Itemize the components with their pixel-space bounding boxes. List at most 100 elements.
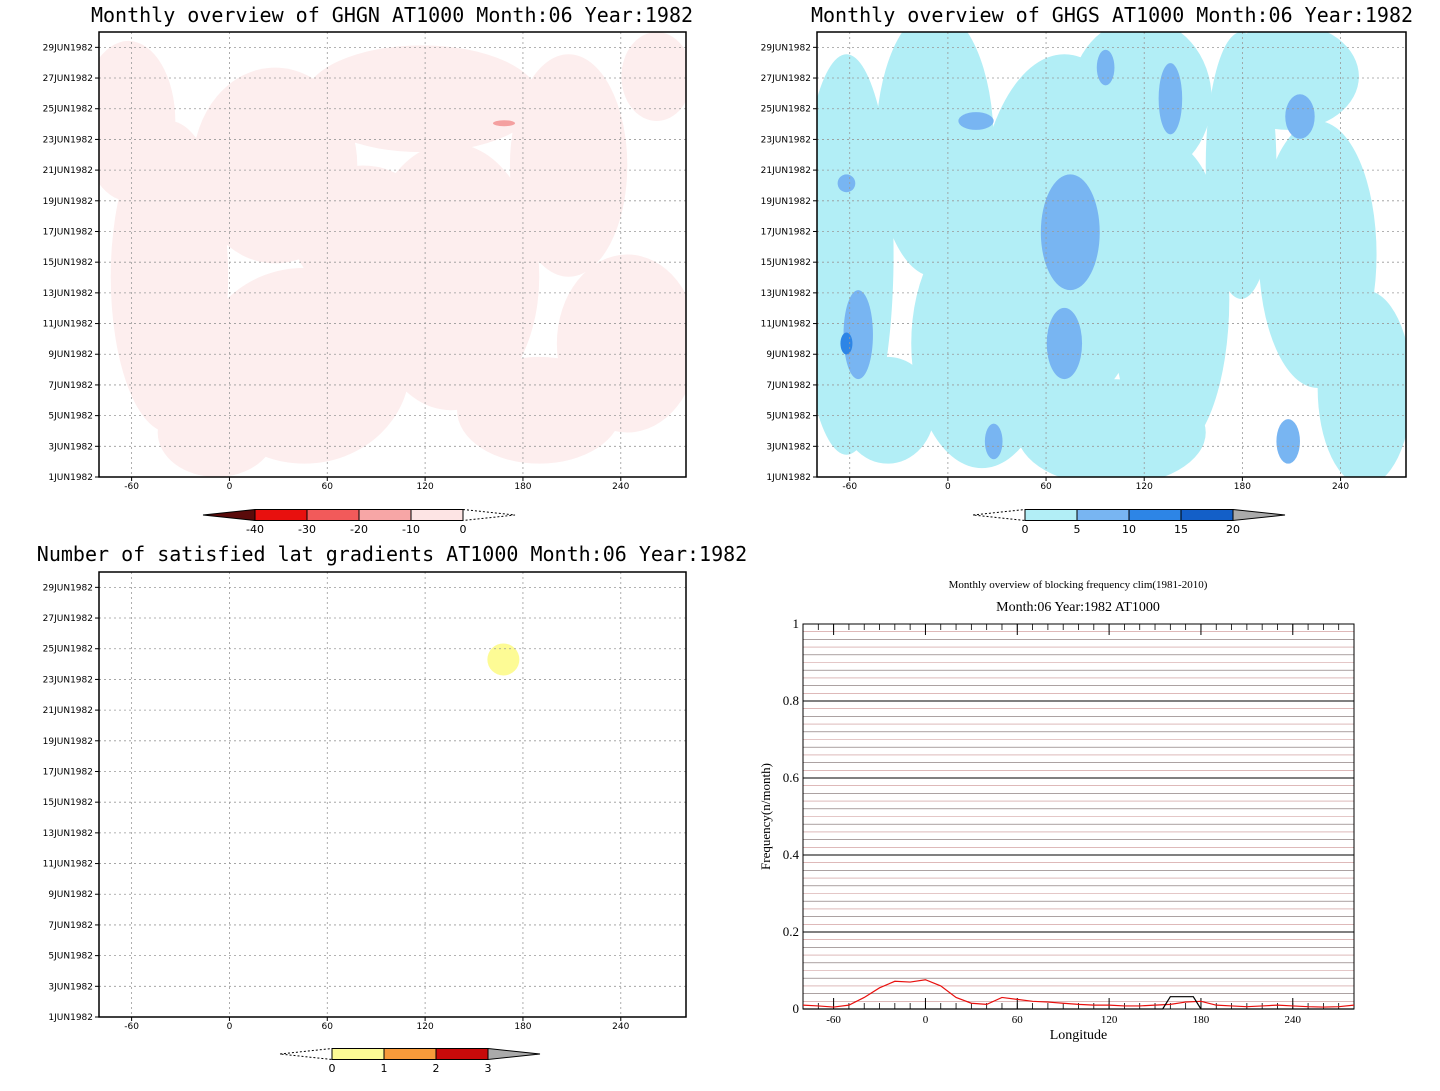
colorbar-extension (462, 508, 516, 522)
colorbar-label: 0 (329, 1062, 336, 1075)
colorbar-label: -10 (402, 523, 420, 536)
y-tick-label: 19JUN1982 (761, 197, 811, 207)
y-tick-label: 13JUN1982 (43, 289, 93, 299)
x-tick-label: 240 (1285, 1014, 1302, 1026)
shaded-region (509, 54, 628, 277)
y-tick-label: 25JUN1982 (761, 105, 811, 115)
y-tick-label: 27JUN1982 (43, 74, 93, 84)
shaded-region (1317, 290, 1406, 477)
y-tick-label: 23JUN1982 (43, 675, 93, 685)
colorbar-label: 15 (1174, 523, 1188, 536)
y-tick-label: 29JUN1982 (43, 43, 93, 53)
y-tick-label: 7JUN1982 (48, 921, 93, 931)
x-tick-label: 0 (227, 1022, 233, 1032)
x-tick-label: 240 (612, 1022, 629, 1032)
shaded-region (840, 356, 935, 464)
shaded-region (958, 112, 994, 130)
y-tick-label: 0 (793, 1001, 800, 1016)
y-tick-label: 9JUN1982 (48, 350, 93, 360)
colorbar-swatch (1076, 509, 1130, 521)
colorbar-label: 10 (1122, 523, 1136, 536)
y-tick-label: 5JUN1982 (766, 412, 811, 422)
shaded-region (1096, 49, 1115, 86)
colorbar-label: 5 (1074, 523, 1081, 536)
y-tick-label: 25JUN1982 (43, 645, 93, 655)
shaded-region (1046, 307, 1083, 380)
y-tick-label: 21JUN1982 (43, 166, 93, 176)
chart-title: Number of satisfied lat gradients AT1000… (37, 542, 747, 566)
chart-subtitle: Month:06 Year:1982 AT1000 (996, 600, 1160, 615)
chart-title: Monthly overview of GHGS AT1000 Month:06… (811, 3, 1413, 27)
colorbar-label: 3 (485, 1062, 492, 1075)
y-axis-label: Frequency(n/month) (758, 763, 773, 870)
series-line (802, 979, 1355, 1008)
shaded-region (157, 388, 276, 477)
y-tick-label: 7JUN1982 (766, 381, 811, 391)
y-tick-label: 11JUN1982 (761, 320, 811, 330)
y-tick-label: 15JUN1982 (761, 258, 811, 268)
colorbar-swatch (1024, 509, 1078, 521)
shaded-region (621, 32, 686, 121)
y-tick-label: 1JUN1982 (48, 1013, 93, 1023)
y-tick-label: 17JUN1982 (43, 227, 93, 237)
x-tick-label: -60 (124, 1022, 139, 1032)
shaded-region (1276, 419, 1300, 464)
colorbar-swatch (331, 1048, 385, 1060)
y-tick-label: 0.4 (783, 847, 800, 862)
colorbar-extension (202, 508, 256, 522)
plot-frame (98, 31, 687, 478)
shaded-region (487, 643, 520, 676)
y-tick-label: 1JUN1982 (766, 473, 811, 483)
y-tick-label: 17JUN1982 (761, 227, 811, 237)
y-tick-label: 23JUN1982 (761, 135, 811, 145)
y-tick-label: 1JUN1982 (48, 473, 93, 483)
y-tick-label: 11JUN1982 (43, 860, 93, 870)
shaded-region (457, 356, 622, 464)
x-tick-label: 60 (1040, 482, 1052, 492)
y-tick-label: 9JUN1982 (766, 350, 811, 360)
x-tick-label: 0 (923, 1014, 929, 1026)
y-tick-label: 15JUN1982 (43, 798, 93, 808)
y-tick-label: 11JUN1982 (43, 320, 93, 330)
shaded-region (1217, 32, 1359, 130)
x-tick-label: 60 (322, 482, 334, 492)
x-tick-label: 120 (1101, 1014, 1118, 1026)
y-tick-label: 23JUN1982 (43, 135, 93, 145)
shaded-region (984, 423, 1003, 460)
x-tick-label: 180 (1193, 1014, 1210, 1026)
x-tick-label: -60 (826, 1014, 841, 1026)
colorbar-swatch (410, 509, 464, 521)
y-tick-label: 3JUN1982 (48, 982, 93, 992)
colorbar-swatch (358, 509, 412, 521)
x-tick-label: -60 (842, 482, 857, 492)
colorbar-swatch (254, 509, 308, 521)
colorbar-label: 2 (433, 1062, 440, 1075)
y-tick-label: 19JUN1982 (43, 197, 93, 207)
colorbar-swatch (306, 509, 360, 521)
y-tick-label: 3JUN1982 (766, 442, 811, 452)
x-tick-label: 240 (1332, 482, 1349, 492)
plot-frame (98, 571, 687, 1018)
x-tick-label: 0 (945, 482, 951, 492)
y-tick-label: 29JUN1982 (761, 43, 811, 53)
x-axis-label: Longitude (1050, 1028, 1108, 1043)
x-tick-label: -60 (124, 482, 139, 492)
y-tick-label: 1 (793, 616, 800, 631)
chart-title: Monthly overview of blocking frequency c… (949, 579, 1208, 591)
plot-frame (816, 31, 1407, 478)
chart-title: Monthly overview of GHGN AT1000 Month:06… (91, 3, 693, 27)
shaded-region (843, 290, 873, 380)
y-tick-label: 27JUN1982 (761, 74, 811, 84)
x-tick-label: 240 (612, 482, 629, 492)
shaded-region (1158, 63, 1183, 135)
heatmap-field (487, 643, 520, 676)
y-tick-label: 21JUN1982 (761, 166, 811, 176)
shaded-region (292, 165, 434, 299)
colorbar-swatch (383, 1048, 437, 1060)
y-tick-label: 13JUN1982 (761, 289, 811, 299)
colorbar-label: 0 (460, 523, 467, 536)
shaded-region (1040, 174, 1100, 291)
y-tick-label: 17JUN1982 (43, 767, 93, 777)
shaded-region (837, 174, 856, 193)
